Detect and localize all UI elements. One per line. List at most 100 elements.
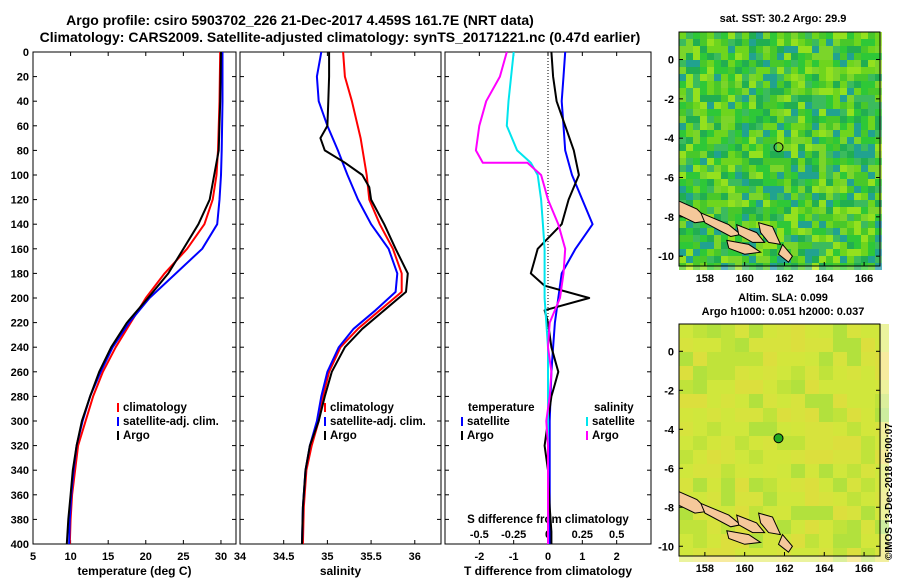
map-cell [756,130,763,137]
map-cell [721,235,728,242]
map-cell [805,207,812,214]
map-cell [686,158,693,165]
map-cell [728,207,735,214]
map-cell [679,81,686,88]
map-cell [854,165,861,172]
map-cell [707,352,721,366]
map-cell [826,109,833,116]
map-cell [805,116,812,123]
map-cell [693,249,700,256]
map-cell [770,67,777,74]
map-cell [735,214,742,221]
map-cell [875,88,882,95]
map-cell [847,548,861,562]
map-cell [854,116,861,123]
map-cell [770,95,777,102]
map-cell [770,46,777,53]
plot-frame [32,51,237,545]
map-cell [854,151,861,158]
map-cell [679,123,686,130]
map-cell [847,60,854,67]
map-cell [686,130,693,137]
map-cell [728,165,735,172]
map-cell [833,520,847,534]
map-cell [805,228,812,235]
map-cell [679,394,693,408]
map-y-tick-label: -10 [658,251,674,263]
map-cell [777,235,784,242]
map-cell [735,450,749,464]
map-cell [735,464,749,478]
map-cell [833,39,840,46]
x-tick-label: 1 [579,551,585,563]
map-cell [819,95,826,102]
map-cell [784,53,791,60]
sla-map-title-line2: Argo h1000: 0.051 h2000: 0.037 [702,306,865,318]
y-tick-label: 160 [11,244,29,256]
map-cell [861,95,868,102]
map-cell [784,165,791,172]
map-y-tick-label: -4 [664,424,675,436]
map-cell [819,200,826,207]
map-cell [714,207,721,214]
map-cell [777,116,784,123]
map-cell [763,366,777,380]
map-cell [721,165,728,172]
map-cell [875,464,889,478]
map-cell [819,548,833,562]
map-cell [763,46,770,53]
map-cell [791,60,798,67]
map-cell [686,32,693,39]
map-cell [833,214,840,221]
map-cell [735,67,742,74]
map-cell [735,102,742,109]
map-cell [805,165,812,172]
map-cell [700,256,707,263]
sla-map: 158 160 162 164 166 0 -2 -4 -6 -8 -10 [658,323,889,575]
map-cell [679,67,686,74]
map-cell [763,548,777,562]
map-cell [777,102,784,109]
map-cell [861,46,868,53]
map-cell [791,186,798,193]
map-cell [707,228,714,235]
map-cell [742,46,749,53]
map-cell [840,123,847,130]
map-cell [840,221,847,228]
map-cell [812,221,819,228]
map-cell [756,172,763,179]
map-cell [721,39,728,46]
map-cell [770,130,777,137]
map-cell [847,81,854,88]
map-cell [812,249,819,256]
x-tick-label: 34 [234,551,247,563]
map-cell [777,464,791,478]
map-cell [868,249,875,256]
map-cell [749,394,763,408]
map-cell [791,172,798,179]
map-cell [812,158,819,165]
map-cell [700,102,707,109]
map-cell [784,116,791,123]
map-cell [735,88,742,95]
map-cell [868,235,875,242]
map-cell [777,478,791,492]
map-cell [728,249,735,256]
map-cell [875,520,889,534]
map-cell [791,422,805,436]
map-cell [756,67,763,74]
map-cell [679,534,693,548]
map-cell [854,144,861,151]
map-cell [728,235,735,242]
map-cell [847,116,854,123]
map-cell [875,207,882,214]
map-cell [819,144,826,151]
map-cell [770,116,777,123]
map-cell [833,165,840,172]
x-tick-label: 25 [177,551,189,563]
map-cell [798,186,805,193]
map-cell [686,144,693,151]
map-cell [798,256,805,263]
map-cell [847,151,854,158]
map-cell [700,172,707,179]
